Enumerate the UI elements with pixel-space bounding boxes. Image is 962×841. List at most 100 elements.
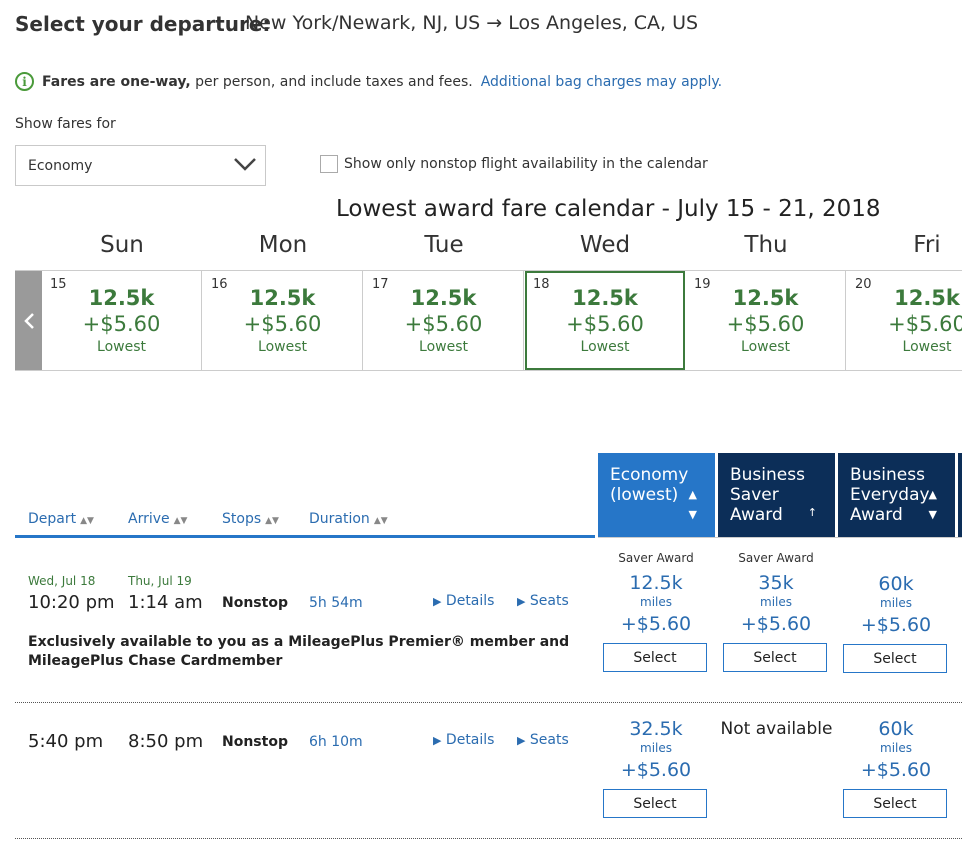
fare-info-text: per person, and include taxes and fees. [190,73,473,90]
nonstop-filter[interactable]: Show only nonstop flight availability in… [320,155,708,173]
calendar-lowest: Lowest [97,339,146,355]
fare-economy: 32.5k miles +$5.60 Select [603,717,709,818]
stops-value: Nonstop [222,595,288,611]
calendar-date: 19 [694,277,711,292]
chevron-down-icon [234,158,256,171]
calendar-miles: 12.5k [88,286,155,310]
calendar-date: 18 [533,277,550,292]
cabin-select[interactable]: Economy [15,145,266,186]
column-business-everyday-label: Business Everyday Award [850,465,930,525]
duration-value: 6h 10m [309,734,363,750]
depart-date: Wed, Jul 18 [28,574,96,588]
fare-economy: Saver Award 12.5k miles +$5.60 Select [603,551,709,672]
nonstop-label: Show only nonstop flight availability in… [344,156,708,172]
fare-miles: 35k [758,572,794,594]
sort-depart-label: Depart [28,511,77,527]
calendar-day-cell[interactable]: 17 12.5k +$5.60 Lowest [364,271,524,370]
exclusive-note: Exclusively available to you as a Mileag… [28,634,570,669]
calendar-day-cell[interactable]: 19 12.5k +$5.60 Lowest [686,271,846,370]
calendar-tax: +$5.60 [404,312,483,336]
calendar-miles: 12.5k [732,286,799,310]
arrive-date: Thu, Jul 19 [128,574,192,588]
stops-value: Nonstop [222,734,288,750]
fare-business-saver: Saver Award 35k miles +$5.60 Select [723,551,829,672]
seats-link[interactable]: ▶ Seats [517,732,569,748]
fare-miles: 60k [878,718,914,740]
calendar-day-cell[interactable]: 15 12.5k +$5.60 Lowest [42,271,202,370]
route-text: New York/Newark, NJ, US → Los Angeles, C… [245,12,699,34]
page-title: Select your departure: [15,12,271,36]
calendar-tax: +$5.60 [82,312,161,336]
select-button[interactable]: Select [603,789,707,818]
fare-header-divider [598,537,962,538]
nonstop-checkbox[interactable] [320,155,338,173]
triangle-right-icon: ▶ [517,734,526,747]
sort-arrive[interactable]: Arrive ▲▼ [128,511,187,527]
sort-depart[interactable]: Depart ▲▼ [28,511,94,527]
sort-stops-label: Stops [222,511,262,527]
fare-unit: miles [880,741,912,755]
row-divider [15,702,962,703]
fare-unit: miles [640,595,672,609]
column-business-everyday[interactable]: Business Everyday Award ▲ ▼ [838,453,955,537]
fare-business-saver: Not available [718,719,835,739]
fare-unit: miles [880,596,912,610]
details-link[interactable]: ▶ Details [433,593,494,609]
fare-type [843,551,949,566]
sort-arrive-label: Arrive [128,511,170,527]
calendar-lowest: Lowest [902,339,952,355]
column-economy[interactable]: Economy (lowest) ▲ ▼ [598,453,715,537]
fare-miles: 60k [878,573,914,595]
day-label-mon: Mon [258,232,308,258]
select-button[interactable]: Select [843,644,947,673]
day-label-tue: Tue [424,232,464,258]
calendar-lowest: Lowest [580,339,630,355]
calendar-date: 17 [372,277,389,292]
select-button[interactable]: Select [723,643,827,672]
day-label-fri: Fri [913,232,941,258]
seats-link[interactable]: ▶ Seats [517,593,569,609]
sort-duration[interactable]: Duration ▲▼ [309,511,388,527]
fare-type: Saver Award [618,551,694,565]
column-business-saver[interactable]: Business Saver Award ↑ [718,453,835,537]
select-button[interactable]: Select [843,789,947,818]
calendar-day-cell[interactable]: 16 12.5k +$5.60 Lowest [203,271,363,370]
calendar-tax: +$5.60 [243,312,322,336]
fare-unit: miles [640,741,672,755]
calendar-date: 15 [50,277,67,292]
fare-tax: +$5.60 [860,759,932,781]
calendar-day-cell[interactable]: 20 12.5k +$5.60 Lowest [847,271,962,370]
row-divider [15,838,962,839]
calendar-date: 16 [211,277,228,292]
calendar-day-cell-selected[interactable]: 18 12.5k +$5.60 Lowest [525,271,685,370]
calendar-tax: +$5.60 [566,312,644,336]
duration-value: 5h 54m [309,595,363,611]
day-label-thu: Thu [744,232,788,258]
calendar-prev-button[interactable] [15,271,42,370]
triangle-right-icon: ▶ [433,595,442,608]
info-icon: i [15,72,34,91]
sort-stops[interactable]: Stops ▲▼ [222,511,279,527]
column-economy-label: Economy (lowest) [610,465,689,505]
fare-business-everyday: 60k miles +$5.60 Select [843,551,949,673]
calendar-miles: 12.5k [894,286,960,310]
fare-tax: +$5.60 [740,613,812,635]
details-label: Details [445,732,495,748]
day-label-sun: Sun [100,232,144,258]
select-button[interactable]: Select [603,643,707,672]
cabin-select-value: Economy [28,157,93,174]
sort-icon: ▲▼ [373,516,388,526]
not-available-text: Not available [720,719,833,739]
calendar-lowest: Lowest [741,339,790,355]
fare-business-everyday: 60k miles +$5.60 Select [843,717,949,818]
bag-charges-link[interactable]: Additional bag charges may apply. [480,73,723,90]
sort-icon: ▲▼ [80,516,94,526]
header-divider [15,535,595,538]
calendar-lowest: Lowest [258,339,307,355]
details-link[interactable]: ▶ Details [433,732,494,748]
sort-up-icon: ↑ [807,506,817,519]
fare-type: Saver Award [738,551,814,565]
sort-icon: ▲▼ [688,488,697,521]
fare-unit: miles [760,595,792,609]
depart-time: 10:20 pm [28,592,115,613]
